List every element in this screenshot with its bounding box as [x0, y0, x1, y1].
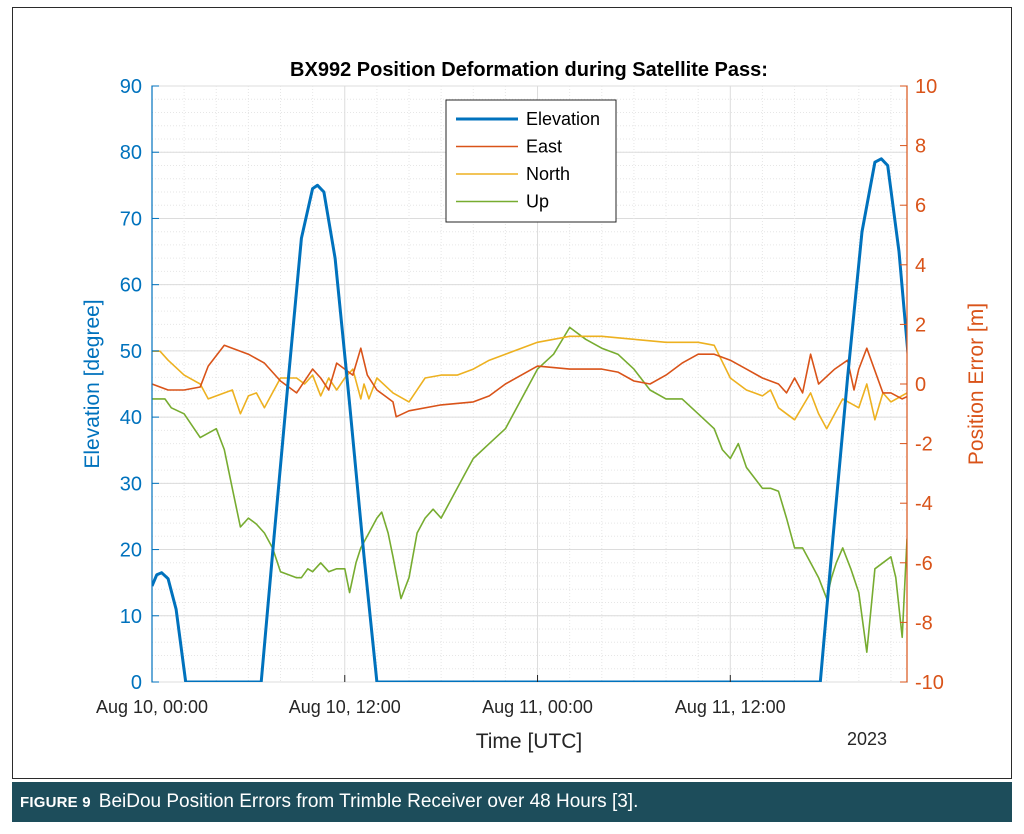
- y-tick-label-right: 6: [915, 195, 926, 217]
- y-axis-right-label: Position Error [m]: [965, 303, 988, 465]
- series-line-east: [152, 344, 907, 418]
- y-tick-label-right: -10: [915, 672, 944, 694]
- y-tick-label-left: 50: [120, 341, 142, 363]
- chart: Aug 10, 00:00 Aug 10, 12:00 Aug 11, 00:00 A…: [81, 59, 988, 753]
- x-axis-year-label: 2023: [847, 729, 887, 749]
- y-tick-label-right: 2: [915, 314, 926, 336]
- series-layer: [152, 157, 907, 682]
- legend-label-north: North: [526, 164, 570, 184]
- legend-label-elevation: Elevation: [526, 109, 600, 129]
- y-tick-label-left: 30: [120, 473, 142, 495]
- y-tick-label-left: 0: [131, 672, 142, 694]
- x-axis-label: Time [UTC]: [476, 730, 583, 753]
- figure-caption-label: FIGURE 9: [20, 793, 91, 811]
- y-tick-label-right: -4: [915, 493, 933, 515]
- series-line-up: [152, 326, 907, 654]
- chart-title: BX992 Position Deformation during Satell…: [290, 59, 768, 81]
- x-tick-label: Aug 11, 12:00: [675, 697, 786, 717]
- y-tick-label-right: 4: [915, 255, 926, 277]
- y-tick-label-left: 80: [120, 142, 142, 164]
- y-tick-label-left: 10: [120, 606, 142, 628]
- x-tick-label: Aug 10, 00:00: [96, 697, 208, 717]
- y-tick-label-right: -6: [915, 553, 933, 575]
- x-tick-label: Aug 10, 12:00: [289, 697, 401, 717]
- y-tick-label-left: 20: [120, 540, 142, 562]
- y-tick-label-left: 90: [120, 76, 142, 98]
- y-axis-left-label: Elevation [degree]: [81, 299, 104, 468]
- legend: Elevation East North Up: [445, 99, 617, 223]
- legend-label-east: East: [526, 137, 562, 157]
- figure-frame: Aug 10, 00:00 Aug 10, 12:00 Aug 11, 00:00 A…: [12, 7, 1012, 779]
- legend-label-up: Up: [526, 192, 549, 212]
- axes: Aug 10, 00:00 Aug 10, 12:00 Aug 11, 00:00 A…: [96, 76, 944, 717]
- y-tick-label-left: 40: [120, 407, 142, 429]
- y-tick-label-right: 0: [915, 374, 926, 396]
- x-tick-label: Aug 11, 00:00: [482, 697, 593, 717]
- y-tick-label-right: -8: [915, 612, 933, 634]
- y-tick-label-left: 60: [120, 275, 142, 297]
- series-line-elevation: [152, 157, 907, 682]
- figure-caption-text: BeiDou Position Errors from Trimble Rece…: [98, 791, 639, 812]
- figure-caption-bar: FIGURE 9 BeiDou Position Errors from Tri…: [12, 782, 1012, 822]
- y-tick-label-right: 8: [915, 136, 926, 158]
- y-tick-label-right: 10: [915, 76, 937, 98]
- y-tick-label-right: -2: [915, 434, 933, 456]
- y-tick-label-left: 70: [120, 208, 142, 230]
